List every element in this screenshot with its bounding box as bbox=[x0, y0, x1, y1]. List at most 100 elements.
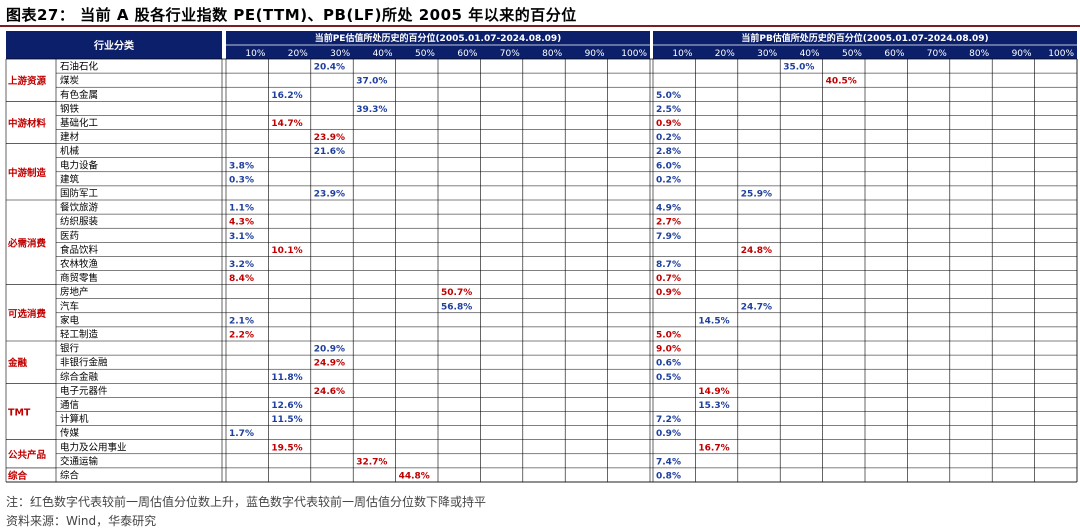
pe-value-label: 3.1% bbox=[229, 232, 254, 242]
pe-value-label: 0.3% bbox=[229, 175, 254, 185]
group-label: 公共产品 bbox=[8, 449, 46, 461]
group-label: 中游制造 bbox=[8, 167, 47, 179]
pb-value-label: 0.8% bbox=[656, 472, 681, 482]
pb-value-label: 2.5% bbox=[656, 105, 681, 115]
header-gap-middle bbox=[650, 31, 653, 59]
industry-label: 国防军工 bbox=[60, 188, 99, 200]
footnote: 注：红色数字代表较前一周估值分位数上升，蓝色数字代表较前一周估值分位数下降或持平 bbox=[6, 495, 487, 509]
group-label: 金融 bbox=[7, 357, 28, 369]
pb-value-label: 8.7% bbox=[656, 260, 681, 270]
panel-2-tick-label: 30% bbox=[757, 49, 777, 59]
industry-label: 轻工制造 bbox=[60, 329, 99, 341]
panel-1-tick-label: 100% bbox=[621, 49, 647, 59]
industry-label: 餐饮旅游 bbox=[60, 202, 99, 214]
panel-2-title: 当前PB估值所处历史的百分位(2005.01.07-2024.08.09) bbox=[741, 32, 988, 44]
pe-value-label: 11.5% bbox=[271, 415, 302, 425]
industry-label: 商贸零售 bbox=[60, 272, 98, 284]
industry-label: 非银行金融 bbox=[60, 357, 108, 369]
pe-value-label: 2.2% bbox=[229, 331, 254, 341]
pb-value-label: 35.0% bbox=[783, 63, 814, 73]
pe-value-label: 50.7% bbox=[441, 288, 472, 298]
industry-label: 医药 bbox=[60, 231, 79, 242]
industry-label: 纺织服装 bbox=[60, 216, 99, 228]
pb-value-label: 2.7% bbox=[656, 218, 681, 228]
group-label: 上游资源 bbox=[8, 75, 47, 87]
industry-label: 综合金融 bbox=[60, 371, 99, 383]
panel-2-tick-label: 20% bbox=[715, 49, 735, 59]
pb-value-label: 24.8% bbox=[741, 246, 772, 256]
panel-2-tick-label: 100% bbox=[1048, 49, 1074, 59]
panel-2-tick-label: 90% bbox=[1012, 49, 1032, 59]
pb-value-label: 24.7% bbox=[741, 302, 772, 312]
industry-label: 有色金属 bbox=[60, 89, 98, 101]
pb-value-label: 0.2% bbox=[656, 133, 681, 143]
group-label: 中游材料 bbox=[8, 117, 47, 129]
pe-value-label: 4.3% bbox=[229, 218, 254, 228]
pb-value-label: 14.9% bbox=[698, 387, 729, 397]
panel-2-tick-label: 10% bbox=[672, 49, 692, 59]
pe-value-label: 21.6% bbox=[314, 147, 345, 157]
pe-value-label: 39.3% bbox=[356, 105, 387, 115]
category-header: 行业分类 bbox=[93, 39, 134, 52]
industry-label: 电力设备 bbox=[60, 159, 99, 171]
industry-label: 电子元器件 bbox=[60, 385, 108, 397]
industry-label: 电力及公用事业 bbox=[60, 441, 127, 453]
pb-value-label: 7.9% bbox=[656, 232, 681, 242]
pe-value-label: 11.8% bbox=[271, 373, 302, 383]
group-label: 必需消费 bbox=[7, 237, 47, 249]
industry-label: 计算机 bbox=[60, 413, 89, 425]
industry-label: 银行 bbox=[60, 343, 80, 355]
group-label: TMT bbox=[8, 408, 31, 419]
panel-1-tick-label: 20% bbox=[288, 49, 308, 59]
pb-value-label: 14.5% bbox=[698, 316, 729, 326]
panel-2-tick-label: 60% bbox=[884, 49, 904, 59]
pb-value-label: 0.5% bbox=[656, 373, 681, 383]
pe-value-label: 32.7% bbox=[356, 457, 387, 467]
chart-title: 图表27： 当前 A 股各行业指数 PE(TTM)、PB(LF)所处 2005 … bbox=[6, 6, 577, 24]
industry-label: 农林牧渔 bbox=[60, 258, 99, 270]
pe-value-label: 3.2% bbox=[229, 260, 254, 270]
industry-label: 食品饮料 bbox=[60, 244, 99, 256]
pb-value-label: 9.0% bbox=[656, 345, 681, 355]
pb-value-label: 6.0% bbox=[656, 161, 681, 171]
industry-label: 综合 bbox=[60, 470, 80, 482]
pb-value-label: 5.0% bbox=[656, 331, 681, 341]
pb-value-label: 25.9% bbox=[741, 190, 772, 200]
pb-value-label: 40.5% bbox=[826, 77, 857, 87]
pe-value-label: 10.1% bbox=[271, 246, 302, 256]
group-label: 综合 bbox=[8, 470, 28, 482]
pb-value-label: 4.9% bbox=[656, 204, 681, 214]
pe-value-label: 56.8% bbox=[441, 302, 472, 312]
valuation-percentile-table: 行业分类 当前PE估值所处历史的百分位(2005.01.07-2024.08.09… bbox=[5, 31, 1078, 483]
industry-label: 钢铁 bbox=[60, 103, 80, 115]
industry-label: 房地产 bbox=[60, 286, 89, 298]
pb-value-label: 0.6% bbox=[656, 359, 681, 369]
industry-label: 建筑 bbox=[60, 173, 80, 185]
industry-label: 传媒 bbox=[60, 427, 80, 439]
industry-label: 交通运输 bbox=[60, 455, 99, 467]
industry-label: 汽车 bbox=[60, 300, 79, 312]
pe-value-label: 24.9% bbox=[314, 359, 345, 369]
panel-1-tick-label: 50% bbox=[415, 49, 435, 59]
pe-value-label: 23.9% bbox=[314, 190, 345, 200]
pe-value-label: 14.7% bbox=[271, 119, 302, 129]
pb-value-label: 0.9% bbox=[656, 429, 681, 439]
pe-value-label: 23.9% bbox=[314, 133, 345, 143]
industry-label: 通信 bbox=[60, 399, 79, 411]
pb-value-label: 16.7% bbox=[698, 443, 729, 453]
pe-value-label: 19.5% bbox=[271, 443, 302, 453]
pb-value-label: 2.8% bbox=[656, 147, 681, 157]
industry-label: 基础化工 bbox=[60, 117, 99, 129]
group-label: 可选消费 bbox=[8, 308, 47, 320]
panel-2-tick-label: 50% bbox=[842, 49, 862, 59]
industry-label: 家电 bbox=[60, 314, 80, 326]
pe-value-label: 20.9% bbox=[314, 345, 345, 355]
pe-value-label: 37.0% bbox=[356, 77, 387, 87]
pb-value-label: 0.7% bbox=[656, 274, 681, 284]
panel-1-tick-label: 70% bbox=[500, 49, 520, 59]
industry-label: 煤炭 bbox=[60, 75, 80, 87]
pb-value-label: 5.0% bbox=[656, 91, 681, 101]
pb-value-label: 0.2% bbox=[656, 175, 681, 185]
pe-value-label: 20.4% bbox=[314, 63, 345, 73]
panel-1-tick-label: 30% bbox=[330, 49, 350, 59]
